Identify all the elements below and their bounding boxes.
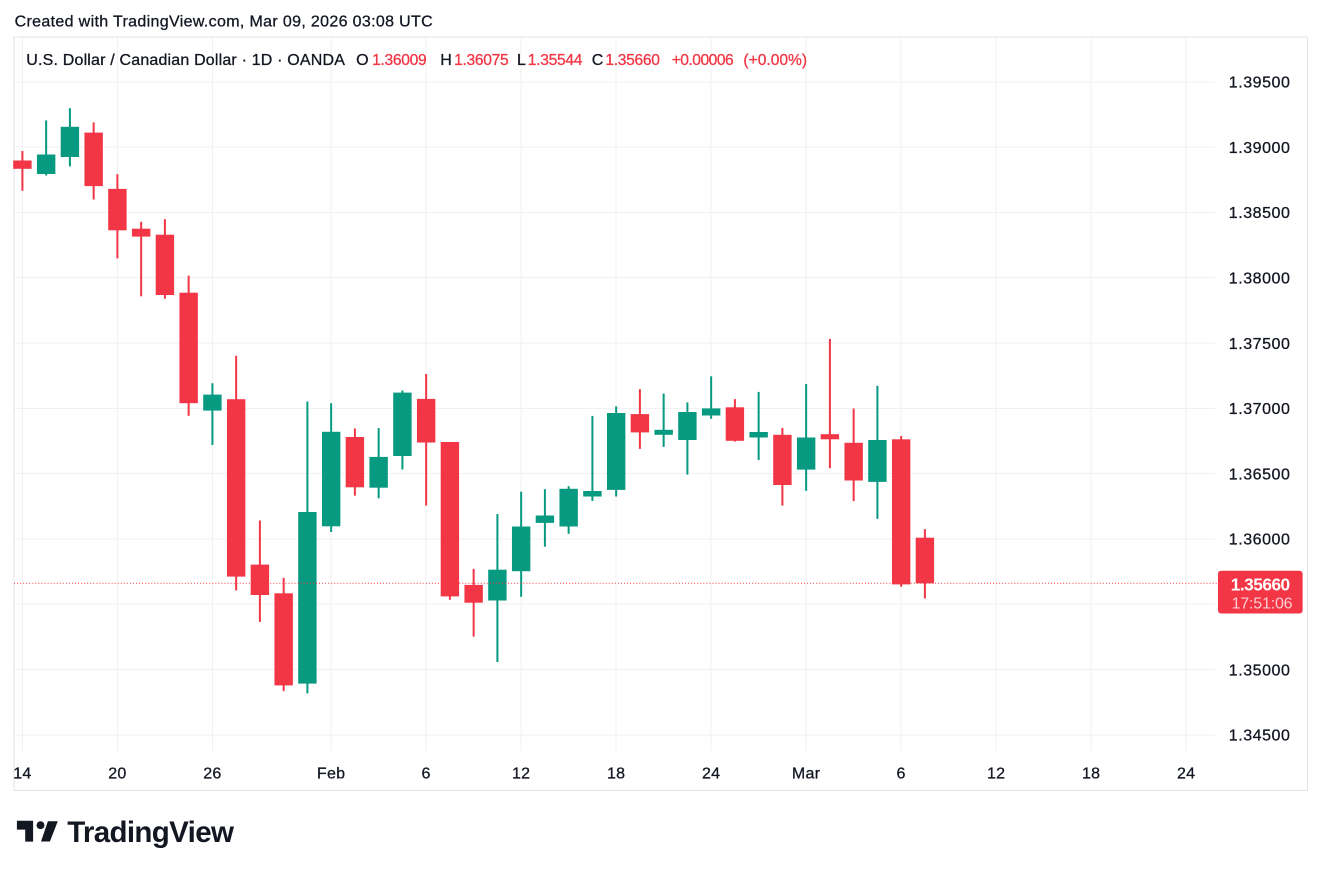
svg-text:17:51:06: 17:51:06 [1232, 596, 1293, 613]
svg-text:20: 20 [108, 765, 126, 782]
svg-text:1.38000: 1.38000 [1229, 271, 1291, 288]
svg-text:12: 12 [987, 765, 1005, 782]
svg-text:6: 6 [897, 765, 906, 782]
svg-text:1.36075: 1.36075 [454, 52, 509, 69]
svg-text:1.36500: 1.36500 [1229, 466, 1291, 483]
svg-text:+0.00006: +0.00006 [672, 52, 733, 69]
svg-text:TradingView: TradingView [67, 816, 234, 849]
svg-text:18: 18 [1082, 765, 1100, 782]
svg-text:O: O [356, 52, 368, 69]
svg-text:6: 6 [422, 765, 431, 782]
svg-text:1.37000: 1.37000 [1229, 401, 1291, 418]
svg-text:14: 14 [13, 765, 31, 782]
svg-text:H: H [440, 52, 452, 69]
svg-text:1.35544: 1.35544 [528, 52, 583, 69]
svg-text:1.35660: 1.35660 [605, 52, 660, 69]
svg-text:1.38500: 1.38500 [1229, 205, 1291, 222]
svg-text:1.34500: 1.34500 [1229, 728, 1291, 745]
svg-text:L: L [517, 52, 526, 69]
svg-text:1.36000: 1.36000 [1229, 532, 1291, 549]
svg-text:18: 18 [607, 765, 625, 782]
svg-text:1.39000: 1.39000 [1229, 140, 1291, 157]
svg-text:24: 24 [702, 765, 720, 782]
svg-text:1.36009: 1.36009 [372, 52, 426, 69]
svg-text:24: 24 [1177, 765, 1195, 782]
svg-text:Feb: Feb [317, 765, 345, 782]
svg-text:12: 12 [512, 765, 530, 782]
svg-text:Mar: Mar [792, 765, 821, 782]
svg-text:1.35000: 1.35000 [1229, 662, 1291, 679]
svg-text:1.37500: 1.37500 [1229, 336, 1291, 353]
svg-text:U.S. Dollar / Canadian Dollar: U.S. Dollar / Canadian Dollar · 1D · OAN… [26, 52, 345, 69]
svg-text:(+0.00%): (+0.00%) [743, 52, 807, 69]
svg-text:Created with TradingView.com,: Created with TradingView.com, Mar 09, 20… [15, 14, 433, 31]
svg-text:26: 26 [203, 765, 221, 782]
svg-text:C: C [592, 52, 604, 69]
svg-text:1.35660: 1.35660 [1231, 574, 1290, 594]
svg-text:1.39500: 1.39500 [1229, 75, 1291, 92]
